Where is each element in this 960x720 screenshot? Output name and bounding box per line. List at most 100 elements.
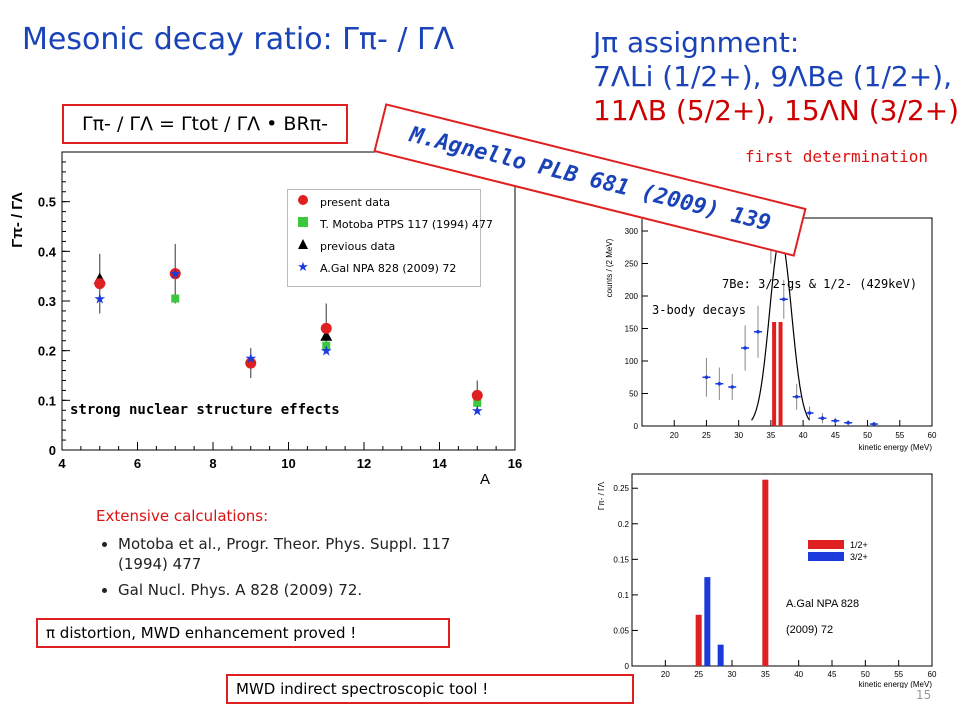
black-triangle-icon bbox=[296, 236, 310, 258]
x-tick-label: 10 bbox=[281, 456, 295, 471]
green-square-point bbox=[171, 294, 180, 303]
legend-item-gal: ★ A.Gal NPA 828 (2009) 72 bbox=[296, 258, 456, 280]
red-bar bbox=[778, 322, 783, 426]
blue-star-point: ★ bbox=[93, 292, 106, 308]
jpi-line-3: 11ΛB (5/2+), 15ΛN (3/2+) bbox=[593, 94, 960, 127]
calculations-list: Motoba et al., Progr. Theor. Phys. Suppl… bbox=[96, 534, 456, 600]
calculation-item: Gal Nucl. Phys. A 828 (2009) 72. bbox=[118, 580, 456, 600]
data-point-marker bbox=[833, 419, 838, 423]
x-tick-label: 14 bbox=[432, 456, 447, 471]
x-axis-label: kinetic energy (MeV) bbox=[859, 680, 933, 688]
x-tick-label: 40 bbox=[799, 431, 808, 440]
x-tick-label: 50 bbox=[863, 431, 872, 440]
y-tick-label: 0 bbox=[625, 662, 630, 671]
x-tick-label: 20 bbox=[661, 670, 670, 679]
y-tick-label: 0 bbox=[634, 422, 639, 431]
legend-blue-swatch bbox=[808, 552, 844, 561]
y-tick-label: 0.05 bbox=[613, 626, 629, 635]
data-point-marker bbox=[781, 297, 786, 302]
red-bar bbox=[762, 479, 769, 666]
data-point-marker bbox=[820, 416, 825, 420]
legend-label: previous data bbox=[320, 240, 396, 253]
calculations-heading: Extensive calculations: bbox=[96, 507, 269, 525]
y-tick-label: 150 bbox=[625, 325, 639, 334]
jpi-line-2: 7ΛLi (1/2+), 9ΛBe (1/2+), bbox=[593, 60, 952, 93]
red-circle-point bbox=[169, 268, 181, 280]
jpi-assignment: Jπ assignment: 7ΛLi (1/2+), 9ΛBe (1/2+),… bbox=[593, 26, 959, 128]
y-tick-label: 200 bbox=[625, 292, 639, 301]
legend-item-motoba: T. Motoba PTPS 117 (1994) 477 bbox=[296, 214, 493, 236]
blue-star-point: ★ bbox=[169, 267, 182, 283]
calculations-block: Extensive calculations: Motoba et al., P… bbox=[96, 506, 456, 606]
blue-star-point: ★ bbox=[471, 403, 484, 419]
black-triangle-point bbox=[320, 329, 333, 341]
x-tick-label: 6 bbox=[134, 456, 141, 471]
y-tick-label: 0.25 bbox=[613, 484, 629, 493]
legend-red-swatch bbox=[808, 540, 844, 549]
distortion-box: π distortion, MWD enhancement proved ! bbox=[36, 618, 450, 648]
three-body-annotation: 3-body decays bbox=[652, 303, 746, 317]
red-circle-point bbox=[471, 389, 483, 401]
legend-label: A.Gal NPA 828 (2009) 72 bbox=[320, 262, 457, 275]
blue-star-point: ★ bbox=[320, 344, 333, 360]
green-square-icon bbox=[296, 214, 310, 236]
y-tick-label: 250 bbox=[625, 260, 639, 269]
red-bar bbox=[695, 614, 702, 666]
y-tick-label: 0.5 bbox=[38, 195, 56, 210]
x-tick-label: 45 bbox=[831, 431, 840, 440]
data-point-marker bbox=[794, 394, 799, 399]
svg-text:★: ★ bbox=[297, 260, 309, 272]
data-point-marker bbox=[730, 385, 735, 389]
legend-label: present data bbox=[320, 196, 391, 209]
red-circle-icon bbox=[296, 192, 310, 214]
be7-annotation: 7Be: 3/2-gs & 1/2- (429keV) bbox=[722, 277, 917, 291]
x-tick-label: 55 bbox=[894, 670, 903, 679]
x-axis-label: kinetic energy (MeV) bbox=[859, 443, 933, 452]
x-tick-label: 16 bbox=[508, 456, 522, 471]
red-circle-point bbox=[320, 322, 332, 334]
x-tick-label: 8 bbox=[209, 456, 216, 471]
y-tick-label: 300 bbox=[625, 227, 639, 236]
data-point-marker bbox=[756, 329, 760, 334]
legend-item-present: present data bbox=[296, 192, 390, 214]
data-point-marker bbox=[704, 375, 709, 380]
x-tick-label: 12 bbox=[357, 456, 371, 471]
legend-label: T. Motoba PTPS 117 (1994) 477 bbox=[320, 218, 493, 231]
y-tick-label: 0.15 bbox=[613, 555, 629, 564]
y-tick-label: 0.3 bbox=[38, 294, 56, 309]
gal-annotation: A.Gal NPA 828 bbox=[786, 598, 859, 610]
blue-star-icon: ★ bbox=[296, 258, 310, 280]
x-tick-label: 60 bbox=[928, 431, 937, 440]
data-point-marker bbox=[807, 411, 812, 415]
y-tick-label: 0 bbox=[49, 443, 56, 458]
x-tick-label: 20 bbox=[670, 431, 679, 440]
page-number: 15 bbox=[916, 688, 932, 702]
gal-annotation: (2009) 72 bbox=[786, 624, 833, 636]
x-tick-label: 60 bbox=[928, 670, 937, 679]
red-bar bbox=[772, 322, 777, 426]
jpi-heading: Jπ assignment: bbox=[593, 26, 800, 59]
theoretical-ratio-bar-chart: 20 25 30 35 40 45 50 55 60 0 0.05 0.1 0.15 0.2 0.25 kin… bbox=[597, 473, 937, 688]
data-point-marker bbox=[872, 422, 876, 426]
chart-legend: present data T. Motoba PTPS 117 (1994) 4… bbox=[287, 189, 493, 287]
y-tick-label: 0.2 bbox=[38, 344, 56, 359]
x-tick-label: 35 bbox=[766, 431, 775, 440]
y-tick-label: 100 bbox=[625, 357, 639, 366]
data-point-marker bbox=[743, 346, 747, 350]
slide-title: Mesonic decay ratio: Γπ- / ΓΛ bbox=[22, 22, 455, 57]
blue-star-point: ★ bbox=[244, 351, 257, 367]
legend-item-previous: previous data bbox=[296, 236, 395, 258]
blue-bar bbox=[717, 644, 724, 666]
formula-box: Γπ- / ΓΛ = Γtot / ΓΛ • BRπ- bbox=[62, 104, 348, 144]
legend-label: 3/2+ bbox=[850, 552, 868, 562]
mwd-box: MWD indirect spectroscopic tool ! bbox=[226, 674, 634, 704]
y-tick-label: 0.1 bbox=[38, 393, 56, 408]
blue-bar bbox=[704, 577, 711, 666]
plot-frame bbox=[631, 473, 933, 667]
structure-effects-annotation: strong nuclear structure effects bbox=[70, 402, 340, 418]
x-tick-label: 4 bbox=[58, 456, 66, 471]
green-square-point bbox=[322, 341, 331, 350]
y-tick-label: 0.2 bbox=[618, 520, 630, 529]
x-tick-label: 30 bbox=[728, 670, 737, 679]
x-tick-label: 30 bbox=[734, 431, 743, 440]
